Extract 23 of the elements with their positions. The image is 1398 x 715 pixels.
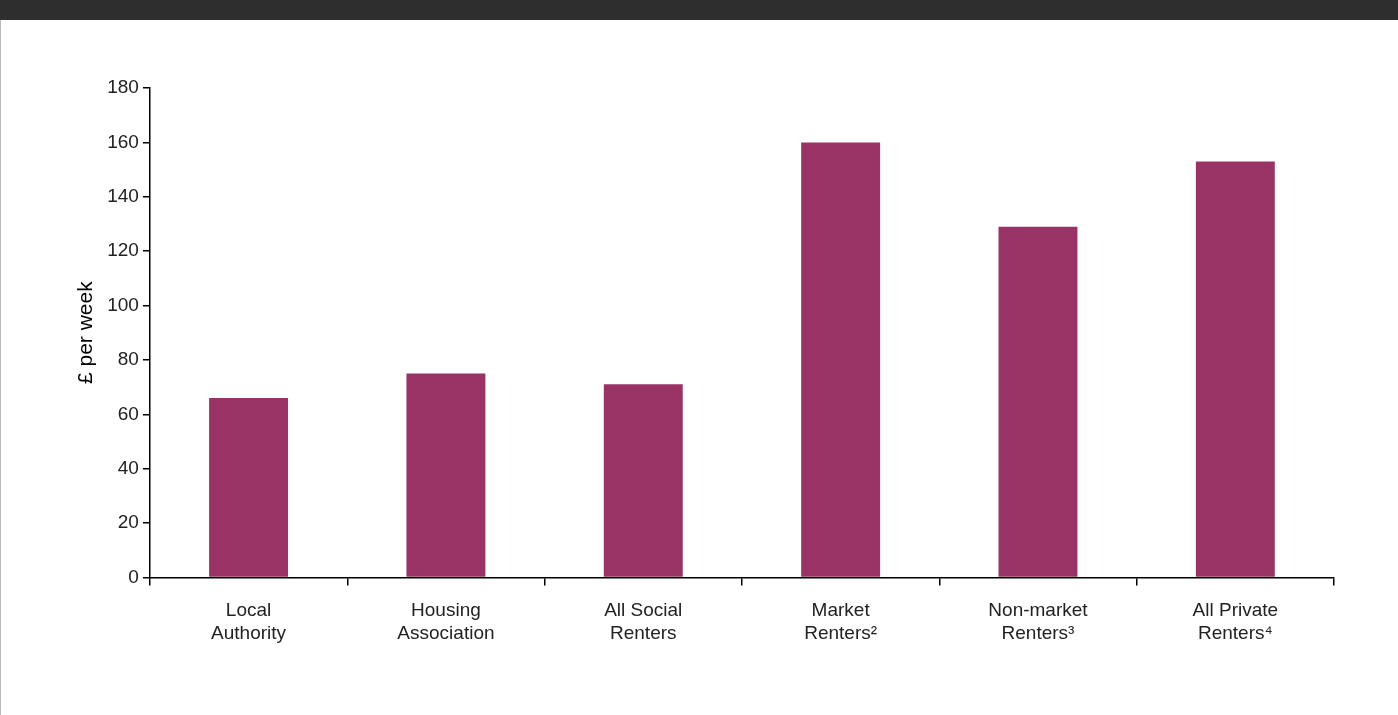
y-tick-label: 60: [117, 402, 139, 424]
y-tick-label: 140: [107, 184, 139, 206]
y-tick-label: 0: [128, 565, 139, 587]
y-tick-label: 180: [107, 76, 139, 98]
y-tick-label: 20: [117, 511, 139, 533]
bar: [998, 226, 1078, 577]
bar: [406, 373, 486, 577]
y-tick-label: 160: [107, 130, 139, 152]
x-tick-label: Market Renters²: [804, 599, 878, 643]
x-tick-label: Local Authority: [211, 599, 287, 643]
x-tick-label: All Social Renters: [604, 599, 683, 643]
bar: [209, 397, 289, 577]
x-tick-label: All Private Renters⁴: [1192, 599, 1279, 643]
bar: [1195, 161, 1275, 577]
x-tick-label: Housing Association: [397, 599, 495, 643]
x-tick-label: Non-market Renters³: [988, 599, 1089, 643]
y-tick-label: 120: [107, 239, 139, 261]
bar: [801, 142, 881, 577]
bar: [603, 384, 683, 577]
y-tick-label: 100: [107, 293, 139, 315]
y-tick-label: 40: [117, 456, 139, 478]
y-axis-title: £ per week: [73, 280, 97, 385]
y-tick-label: 80: [117, 348, 139, 370]
